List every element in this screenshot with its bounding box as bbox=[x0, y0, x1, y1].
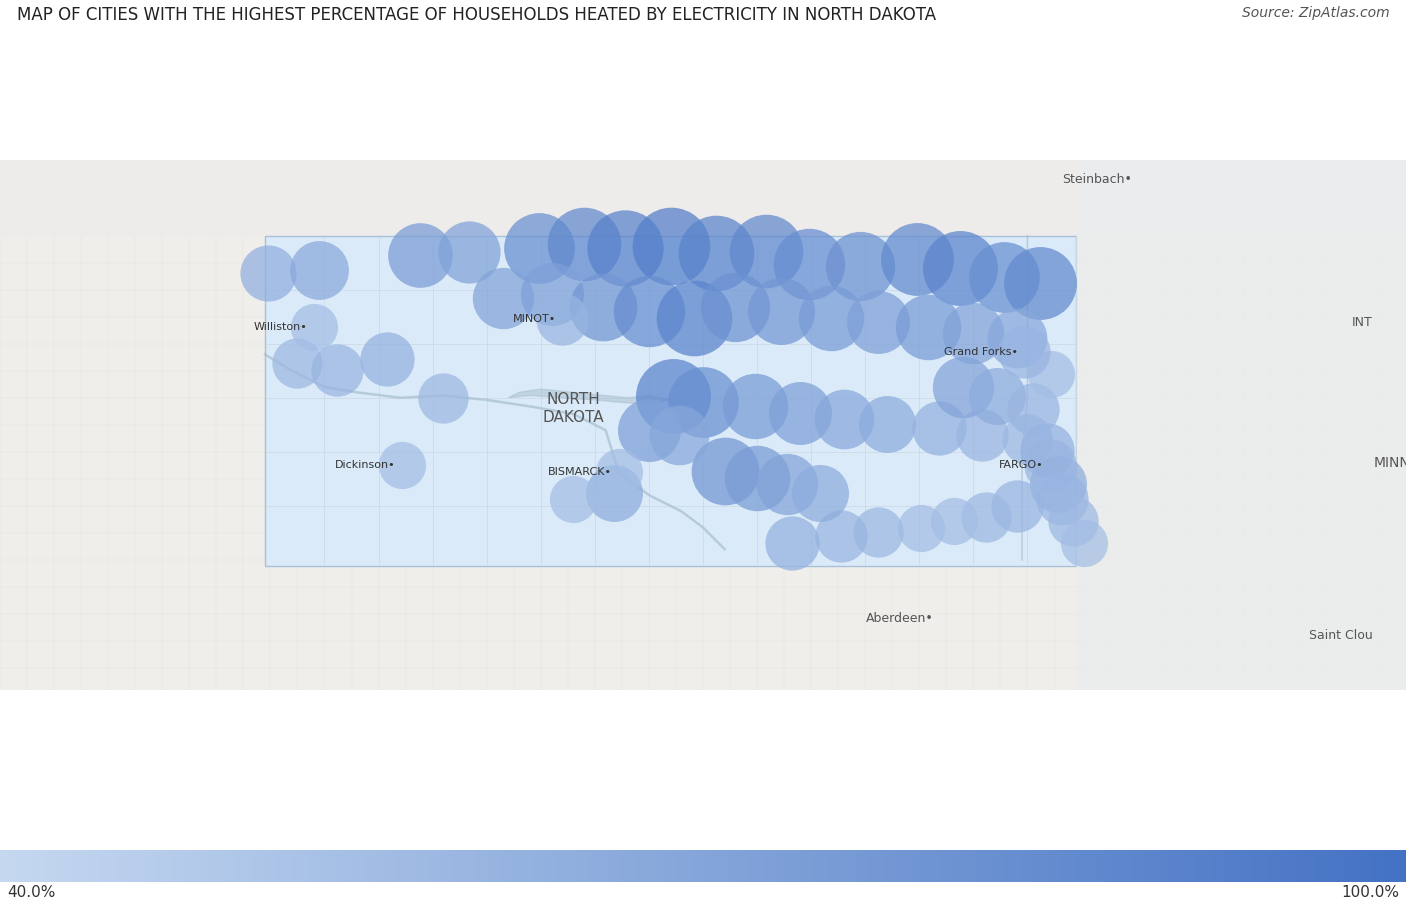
Text: Grand Forks•: Grand Forks• bbox=[943, 347, 1018, 357]
Point bbox=[692, 395, 714, 409]
Point bbox=[562, 493, 585, 507]
Point bbox=[868, 315, 890, 329]
Point bbox=[638, 304, 661, 318]
Text: BISMARCK•: BISMARCK• bbox=[548, 467, 612, 477]
Point bbox=[713, 464, 735, 478]
Point bbox=[1050, 493, 1073, 507]
Point bbox=[789, 405, 811, 420]
Text: MAP OF CITIES WITH THE HIGHEST PERCENTAGE OF HOUSEHOLDS HEATED BY ELECTRICITY IN: MAP OF CITIES WITH THE HIGHEST PERCENTAG… bbox=[17, 6, 936, 24]
Point bbox=[905, 252, 928, 266]
Text: Dickinson•: Dickinson• bbox=[335, 459, 396, 470]
Point bbox=[868, 525, 890, 539]
Point bbox=[308, 263, 330, 277]
Point bbox=[993, 270, 1015, 284]
Point bbox=[458, 245, 481, 259]
Point bbox=[661, 388, 683, 403]
Point bbox=[1073, 536, 1095, 550]
Point bbox=[808, 485, 831, 500]
Point bbox=[917, 320, 939, 334]
Text: Williston•: Williston• bbox=[253, 323, 307, 333]
Point bbox=[1039, 458, 1062, 472]
Point bbox=[1029, 276, 1052, 290]
Point bbox=[776, 477, 799, 492]
Point bbox=[830, 529, 852, 543]
Point bbox=[755, 244, 778, 258]
Point bbox=[769, 304, 792, 318]
Bar bbox=[264, 236, 1076, 566]
Text: INT: INT bbox=[1353, 316, 1372, 328]
Point bbox=[572, 237, 595, 252]
Point bbox=[683, 310, 706, 325]
Point bbox=[408, 248, 430, 263]
Point bbox=[744, 399, 766, 414]
Text: FARGO•: FARGO• bbox=[1000, 459, 1043, 470]
Point bbox=[492, 291, 515, 306]
Polygon shape bbox=[509, 389, 671, 405]
Point bbox=[832, 412, 855, 426]
Point bbox=[724, 299, 747, 314]
Text: 100.0%: 100.0% bbox=[1341, 886, 1399, 899]
Point bbox=[1062, 514, 1084, 529]
Text: Steinbach•: Steinbach• bbox=[1062, 173, 1132, 186]
Point bbox=[849, 259, 872, 273]
Point bbox=[391, 458, 413, 472]
Point bbox=[375, 352, 398, 366]
Bar bbox=[0, 160, 1406, 236]
Point bbox=[1017, 432, 1039, 446]
Point bbox=[614, 241, 637, 255]
Text: Saint Clou: Saint Clou bbox=[1309, 629, 1372, 642]
Point bbox=[976, 510, 998, 524]
Text: Source: ZipAtlas.com: Source: ZipAtlas.com bbox=[1241, 6, 1389, 21]
Point bbox=[942, 514, 965, 529]
Point bbox=[1040, 367, 1063, 381]
Point bbox=[257, 266, 280, 280]
Point bbox=[1022, 401, 1045, 415]
Point bbox=[962, 325, 984, 340]
Point bbox=[607, 465, 630, 479]
Point bbox=[1005, 499, 1028, 513]
Point bbox=[326, 362, 349, 377]
Text: NORTH
DAKOTA: NORTH DAKOTA bbox=[543, 392, 605, 424]
Point bbox=[949, 261, 972, 275]
Point bbox=[287, 356, 309, 370]
Point bbox=[820, 310, 842, 325]
Point bbox=[551, 312, 574, 326]
Point bbox=[659, 239, 682, 254]
Point bbox=[1046, 477, 1069, 492]
Point bbox=[540, 287, 562, 301]
Point bbox=[928, 421, 950, 435]
Point bbox=[302, 320, 325, 334]
Point bbox=[910, 521, 932, 535]
Point bbox=[952, 379, 974, 394]
Bar bbox=[1076, 160, 1406, 690]
Point bbox=[797, 256, 820, 271]
Point bbox=[1012, 345, 1035, 360]
Point bbox=[1005, 331, 1028, 345]
Text: MINNESOTA: MINNESOTA bbox=[1374, 456, 1406, 469]
Text: 40.0%: 40.0% bbox=[7, 886, 55, 899]
Point bbox=[986, 388, 1008, 403]
Point bbox=[592, 299, 614, 314]
Point bbox=[638, 423, 661, 438]
Point bbox=[432, 390, 454, 405]
Point bbox=[704, 245, 727, 260]
Text: MINOT•: MINOT• bbox=[513, 314, 555, 324]
Point bbox=[780, 536, 803, 550]
Point bbox=[745, 470, 768, 485]
Point bbox=[527, 241, 550, 255]
Point bbox=[1036, 442, 1059, 457]
Point bbox=[668, 427, 690, 441]
Point bbox=[970, 427, 993, 441]
Point bbox=[603, 485, 626, 500]
Text: Aberdeen•: Aberdeen• bbox=[866, 612, 934, 625]
Point bbox=[876, 416, 898, 431]
